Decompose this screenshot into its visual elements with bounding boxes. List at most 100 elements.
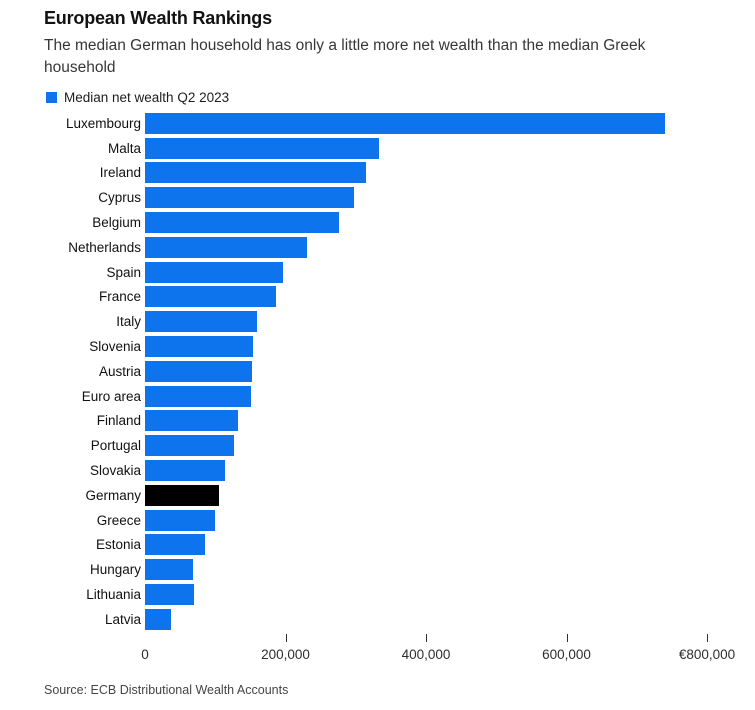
category-label: Lithuania bbox=[86, 587, 141, 603]
bar-area bbox=[145, 336, 755, 358]
bar-area bbox=[145, 484, 755, 506]
bar-area bbox=[145, 261, 755, 283]
chart-row: Netherlands bbox=[0, 235, 755, 260]
bar-area bbox=[145, 509, 755, 531]
bar-area bbox=[145, 187, 755, 209]
chart-row: Ireland bbox=[0, 161, 755, 186]
chart-row: Slovakia bbox=[0, 458, 755, 483]
bar-area bbox=[145, 385, 755, 407]
bar-chart: Luxembourg Malta Ireland Cyprus Belgium … bbox=[0, 111, 755, 632]
bar bbox=[145, 410, 238, 432]
source-note: Source: ECB Distributional Wealth Accoun… bbox=[44, 682, 289, 697]
bar bbox=[145, 559, 193, 581]
bar-area bbox=[145, 212, 755, 234]
axis-tick bbox=[707, 633, 708, 642]
category-label: Italy bbox=[116, 314, 141, 330]
bar bbox=[145, 236, 307, 258]
axis-tick bbox=[426, 633, 427, 642]
category-label: Latvia bbox=[104, 611, 141, 627]
bar-area bbox=[145, 311, 755, 333]
category-label: Netherlands bbox=[68, 239, 141, 255]
axis-tick-label: 600,000 bbox=[542, 646, 591, 662]
category-label: Cyprus bbox=[98, 190, 141, 206]
bar bbox=[145, 608, 171, 630]
chart-row: Finland bbox=[0, 409, 755, 434]
bar-area bbox=[145, 162, 755, 184]
category-label: Germany bbox=[85, 487, 141, 503]
bar-area bbox=[145, 584, 755, 606]
bar bbox=[145, 534, 205, 556]
bar bbox=[145, 162, 366, 184]
chart-row: Hungary bbox=[0, 557, 755, 582]
chart-row: Latvia bbox=[0, 607, 755, 632]
axis-tick bbox=[566, 633, 568, 642]
category-label: Portugal bbox=[90, 438, 141, 454]
bar-area bbox=[145, 236, 755, 258]
bar-area bbox=[145, 435, 755, 457]
bar bbox=[145, 187, 354, 209]
bar-area bbox=[145, 137, 755, 159]
bar-area bbox=[145, 360, 755, 382]
axis-tick-label: 400,000 bbox=[401, 646, 451, 662]
chart-row: Malta bbox=[0, 136, 755, 161]
bar bbox=[145, 385, 251, 407]
legend-swatch-icon bbox=[46, 91, 57, 103]
bar bbox=[145, 460, 225, 482]
category-label: Hungary bbox=[89, 562, 141, 578]
chart-row: Portugal bbox=[0, 433, 755, 458]
chart-row: Euro area bbox=[0, 384, 755, 409]
bar bbox=[145, 360, 252, 382]
chart-row: Greece bbox=[0, 508, 755, 533]
bar-area bbox=[145, 608, 755, 630]
x-axis: 0 200,000 400,000 600,000 €800,000 bbox=[141, 632, 755, 669]
bar bbox=[145, 261, 283, 283]
category-label: Austria bbox=[98, 363, 141, 379]
category-label: Slovenia bbox=[89, 339, 141, 355]
chart-row: Cyprus bbox=[0, 185, 755, 210]
chart-row: Lithuania bbox=[0, 582, 755, 607]
category-label: Ireland bbox=[99, 165, 141, 181]
bar-area bbox=[145, 534, 755, 556]
chart-subtitle: The median German household has only a l… bbox=[44, 37, 646, 76]
chart-row: Luxembourg bbox=[0, 111, 755, 136]
category-label: Greece bbox=[96, 512, 141, 528]
bar bbox=[145, 212, 339, 234]
bar bbox=[145, 311, 257, 333]
chart-row: Germany bbox=[0, 483, 755, 508]
bar bbox=[145, 137, 379, 159]
category-label: Slovakia bbox=[89, 463, 141, 479]
chart-row: Spain bbox=[0, 260, 755, 285]
chart-row: Belgium bbox=[0, 210, 755, 235]
category-label: Belgium bbox=[92, 215, 141, 231]
category-label: Euro area bbox=[81, 388, 141, 404]
bar bbox=[145, 584, 194, 606]
category-label: Luxembourg bbox=[65, 115, 141, 131]
axis-tick-label: 0 bbox=[141, 646, 149, 662]
bar bbox=[145, 484, 219, 506]
category-label: Spain bbox=[106, 264, 141, 280]
chart-page: European Wealth Rankings The median Germ… bbox=[0, 8, 755, 710]
legend: Median net wealth Q2 2023 bbox=[46, 89, 755, 105]
bar bbox=[145, 336, 253, 358]
chart-row: Estonia bbox=[0, 533, 755, 558]
category-label: Estonia bbox=[95, 537, 141, 553]
bar-area bbox=[145, 112, 755, 134]
axis-tick-label: €800,000 bbox=[678, 646, 736, 662]
bar bbox=[145, 435, 234, 457]
bar-area bbox=[145, 559, 755, 581]
chart-row: Slovenia bbox=[0, 334, 755, 359]
chart-row: Italy bbox=[0, 309, 755, 334]
axis-tick bbox=[285, 633, 287, 642]
chart-title: European Wealth Rankings bbox=[44, 8, 272, 28]
axis-tick-label: 200,000 bbox=[261, 646, 310, 662]
bar bbox=[145, 286, 276, 308]
chart-row: Austria bbox=[0, 359, 755, 384]
bar-area bbox=[145, 460, 755, 482]
category-label: Malta bbox=[107, 140, 141, 156]
chart-row: France bbox=[0, 285, 755, 310]
category-label: Finland bbox=[96, 413, 141, 429]
bar bbox=[145, 112, 665, 134]
category-label: France bbox=[98, 289, 141, 305]
legend-label: Median net wealth Q2 2023 bbox=[64, 89, 230, 105]
bar bbox=[145, 509, 215, 531]
